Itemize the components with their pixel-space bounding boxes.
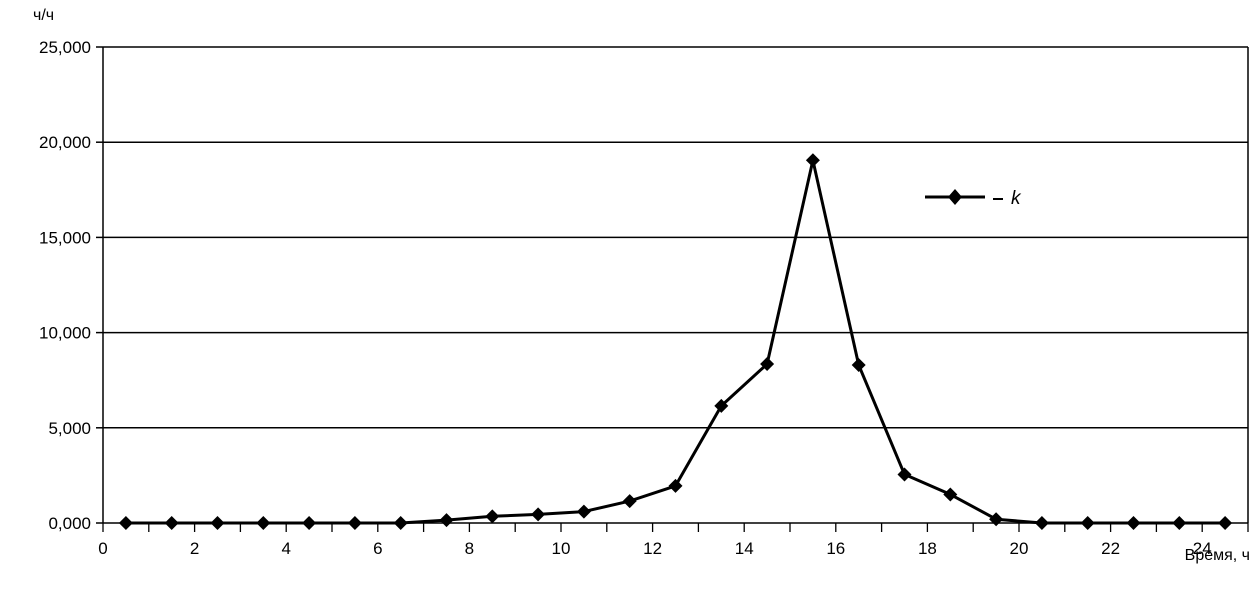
data-point-marker [1172, 516, 1187, 530]
x-tick-label: 18 [918, 539, 937, 558]
legend-label-k: k [1011, 188, 1022, 209]
data-point-marker [851, 357, 866, 372]
y-tick-label: 20,000 [39, 133, 91, 152]
y-axis-label: ч/ч [33, 7, 54, 24]
axes [102, 47, 1249, 524]
data-point-marker [164, 516, 179, 530]
data-point-marker [347, 516, 362, 530]
grid-lines [96, 46, 1248, 524]
x-tick-label: 2 [190, 539, 199, 558]
data-point-marker [1126, 516, 1141, 530]
y-tick-label: 10,000 [39, 324, 91, 343]
data-point-marker [576, 504, 591, 519]
y-tick-label: 15,000 [39, 228, 91, 247]
data-point-marker [210, 516, 225, 530]
series-k [118, 153, 1233, 530]
x-tick-label: 14 [735, 539, 754, 558]
data-point-marker [485, 509, 500, 524]
x-tick-label: 12 [643, 539, 662, 558]
x-tick-label: 4 [281, 539, 290, 558]
data-point-marker [1218, 516, 1233, 530]
y-tick-label: 5,000 [48, 419, 91, 438]
x-axis-label: Время, ч [1185, 547, 1250, 564]
data-point-marker [1080, 516, 1095, 530]
legend: k [925, 188, 1022, 209]
data-point-marker [302, 516, 317, 530]
series-line-k [125, 158, 1226, 525]
x-tick-label: 22 [1101, 539, 1120, 558]
x-tick-label: 24 [1193, 539, 1212, 558]
data-point-marker [760, 357, 775, 372]
x-tick-label: 20 [1010, 539, 1029, 558]
legend-diamond-marker [948, 189, 962, 205]
data-point-marker [989, 512, 1004, 527]
x-tick-label: 16 [826, 539, 845, 558]
data-point-marker [1034, 516, 1049, 530]
x-tick-label: 10 [552, 539, 571, 558]
data-point-marker [393, 516, 408, 530]
data-point-marker [668, 478, 683, 493]
data-point-marker [897, 467, 912, 482]
x-tick-label: 0 [98, 539, 107, 558]
data-point-marker [622, 494, 637, 509]
data-point-marker [943, 487, 958, 502]
data-point-marker [118, 516, 133, 530]
y-tick-label: 0,000 [48, 514, 91, 533]
x-tick-label: 8 [465, 539, 474, 558]
data-point-marker [531, 507, 546, 522]
y-tick-label: 25,000 [39, 38, 91, 57]
x-tick-label: 6 [373, 539, 382, 558]
data-point-marker [439, 513, 454, 528]
data-point-marker [714, 398, 729, 413]
data-point-marker [805, 153, 820, 168]
data-point-marker [256, 516, 271, 530]
